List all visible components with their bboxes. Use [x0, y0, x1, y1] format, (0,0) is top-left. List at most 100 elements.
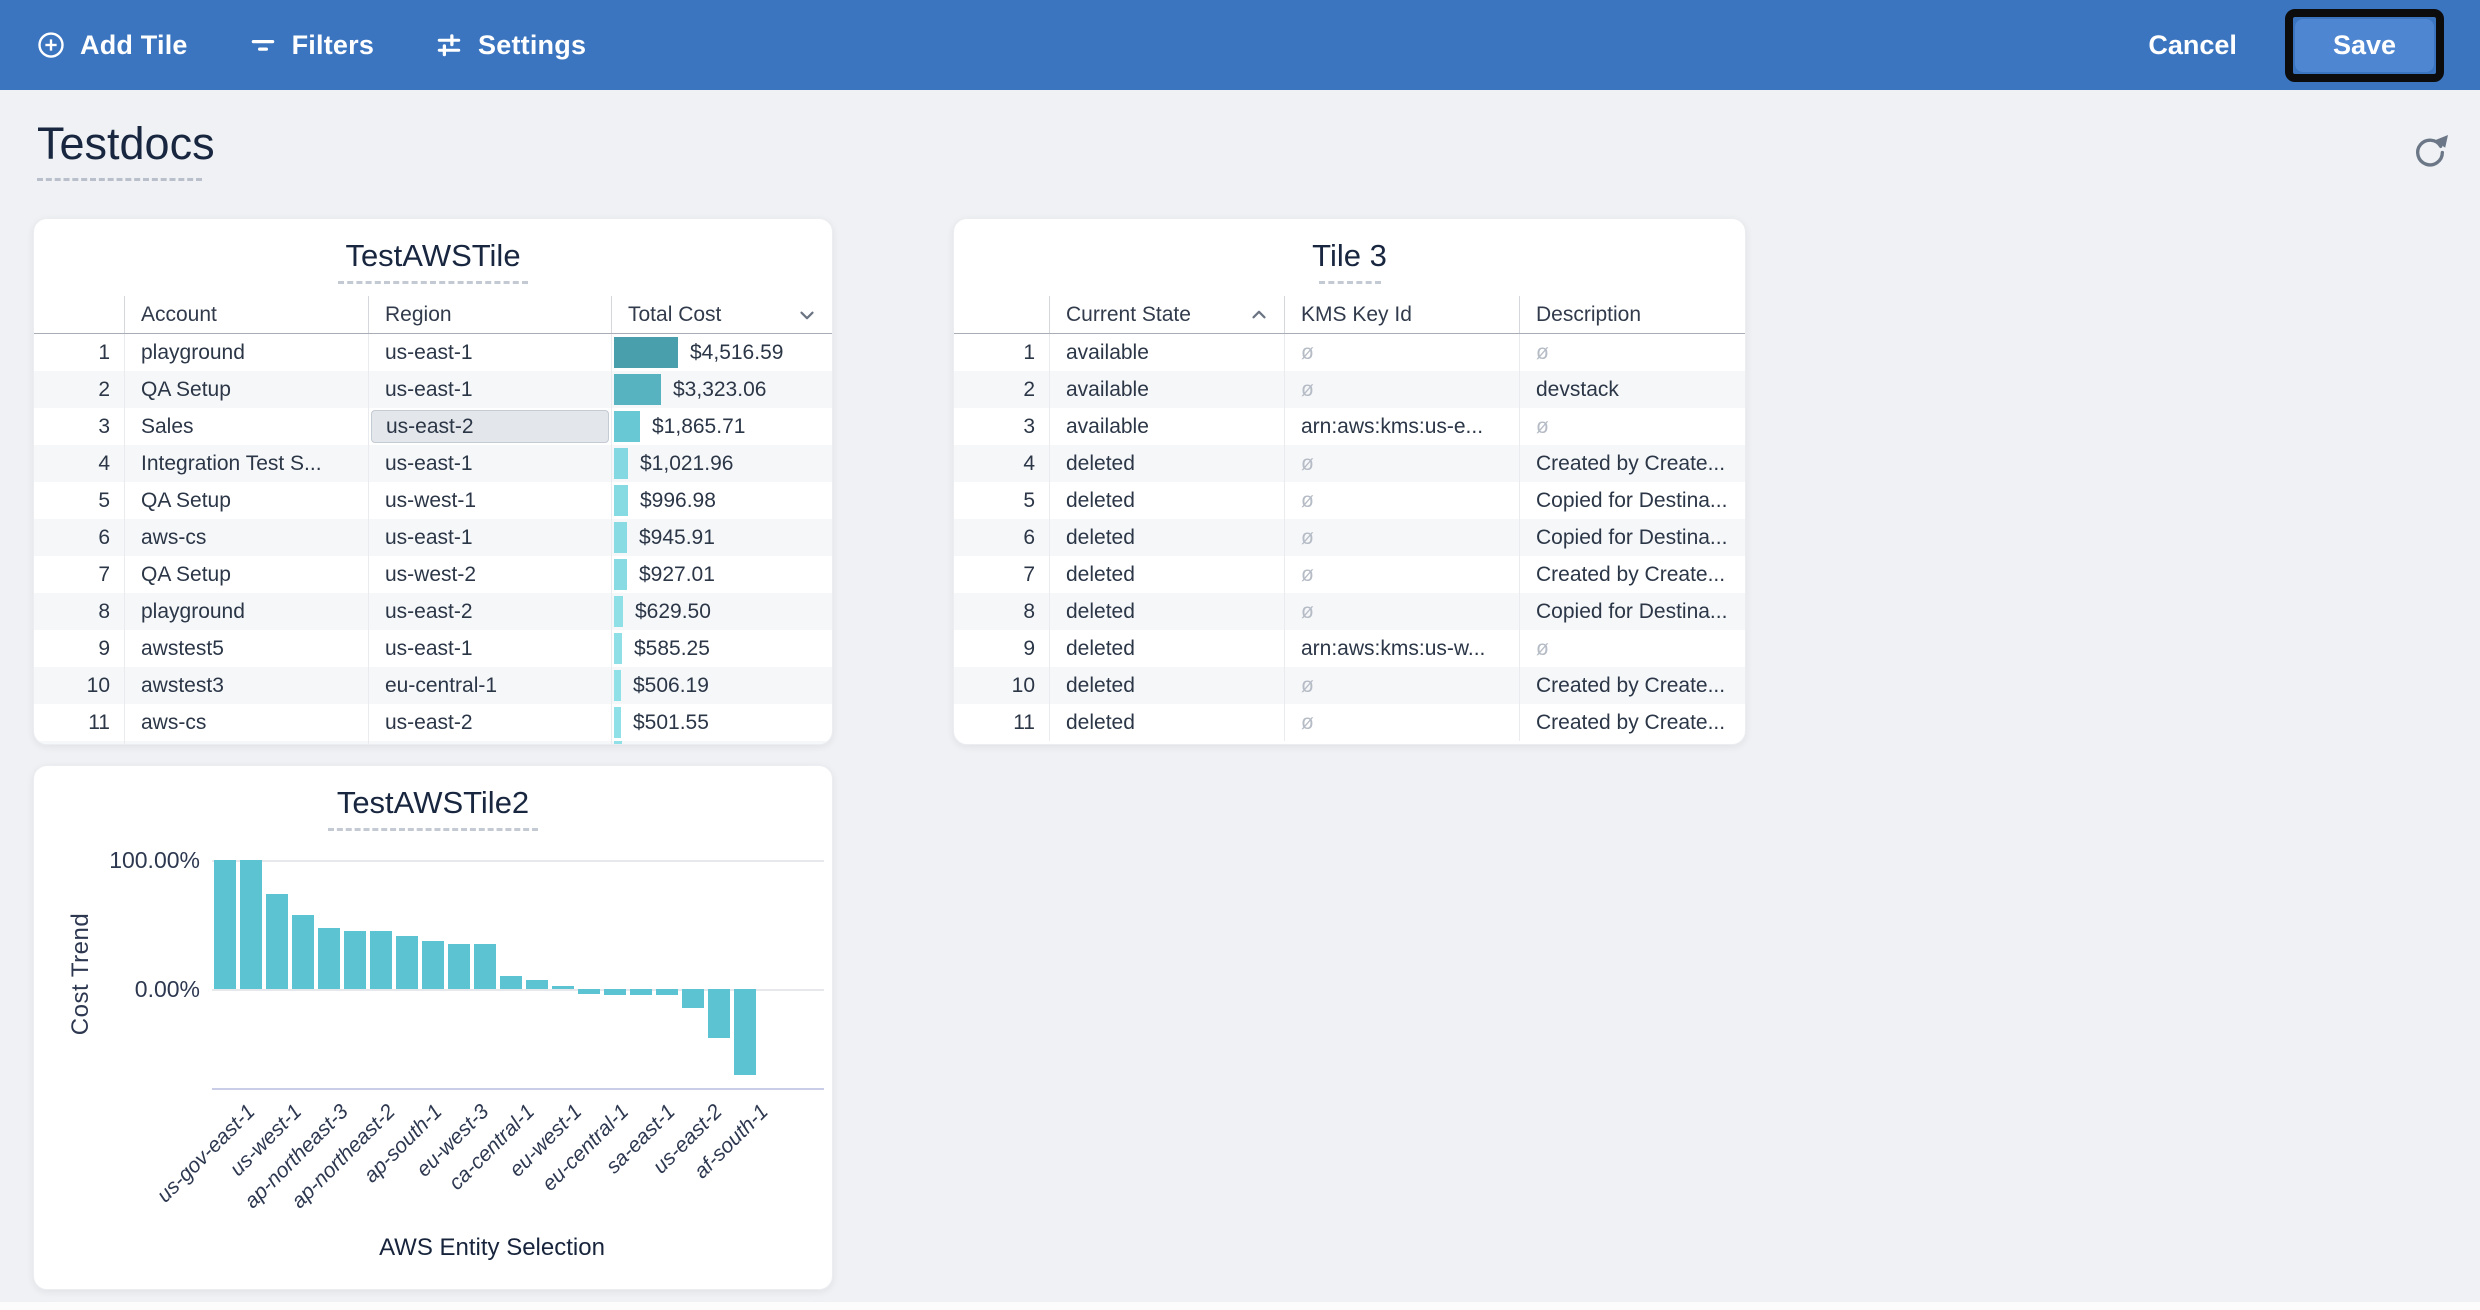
cell-description[interactable]: Created by Create...	[1519, 556, 1745, 593]
column-header-current-state[interactable]: Current State	[1049, 296, 1284, 333]
cell-description[interactable]: Copied for Destina...	[1519, 482, 1745, 519]
cost-heat-bar	[614, 707, 621, 738]
cell-region[interactable]: us-east-2	[368, 704, 611, 741]
cost-value: $3,323.06	[673, 377, 767, 401]
cell-region[interactable]: us-west-1	[368, 482, 611, 519]
cell-account[interactable]: playground	[124, 593, 368, 630]
cell-current-state[interactable]: deleted	[1049, 556, 1284, 593]
row-number-header	[34, 296, 124, 333]
cell-total-cost[interactable]: $4,516.59	[611, 334, 832, 371]
table-row: 6 deleted ø Copied for Destina...	[954, 519, 1745, 556]
cell-region[interactable]: us-east-1	[368, 334, 611, 371]
cell-current-state[interactable]: deleted	[1049, 704, 1284, 741]
cell-current-state[interactable]: deleted	[1049, 482, 1284, 519]
cell-account[interactable]: Integration Test S...	[124, 445, 368, 482]
cell-description[interactable]: Created by Create...	[1519, 445, 1745, 482]
cell-total-cost[interactable]: $927.01	[611, 556, 832, 593]
cell-account[interactable]: aws-cs	[124, 519, 368, 556]
column-header-kms-key-id[interactable]: KMS Key Id	[1284, 296, 1519, 333]
cell-total-cost[interactable]: $1,865.71	[611, 408, 832, 445]
cell-kms-key-id[interactable]: ø	[1284, 667, 1519, 704]
cell-description[interactable]: ø	[1519, 630, 1745, 667]
tile3-table: Current State KMS Key Id Description 1 av…	[954, 296, 1745, 741]
cell-current-state[interactable]: deleted	[1049, 593, 1284, 630]
add-tile-button[interactable]: Add Tile	[36, 30, 188, 61]
cell-current-state[interactable]: available	[1049, 371, 1284, 408]
cell-account[interactable]: QA Setup	[124, 556, 368, 593]
table-row: 10 deleted ø Created by Create...	[954, 667, 1745, 704]
settings-button[interactable]: Settings	[434, 30, 586, 61]
cell-current-state[interactable]: available	[1049, 334, 1284, 371]
cell-account[interactable]: QA Setup	[124, 371, 368, 408]
cell-total-cost[interactable]: $629.50	[611, 593, 832, 630]
cell-total-cost[interactable]: $585.25	[611, 630, 832, 667]
cell-kms-key-id[interactable]: ø	[1284, 519, 1519, 556]
cell-description[interactable]: Created by Create...	[1519, 667, 1745, 704]
table-row: 8 deleted ø Copied for Destina...	[954, 593, 1745, 630]
tile-title[interactable]: TestAWSTile	[345, 238, 521, 273]
table-row: 7 QA Setup us-west-2 $927.01	[34, 556, 832, 593]
cell-current-state[interactable]: deleted	[1049, 667, 1284, 704]
cell-description[interactable]: Created by Create...	[1519, 704, 1745, 741]
cell-kms-key-id[interactable]: ø	[1284, 556, 1519, 593]
cancel-button[interactable]: Cancel	[2148, 29, 2237, 60]
filters-button[interactable]: Filters	[248, 30, 374, 61]
cell-region[interactable]: us-east-1	[368, 519, 611, 556]
cell-description[interactable]: Copied for Destina...	[1519, 519, 1745, 556]
cell-account[interactable]: playground	[124, 334, 368, 371]
tile-title[interactable]: Tile 3	[1312, 238, 1387, 273]
cell-region[interactable]: us-west-2	[368, 556, 611, 593]
column-header-account[interactable]: Account	[124, 296, 368, 333]
cell-region[interactable]: us-east-2	[368, 593, 611, 630]
cell-total-cost[interactable]: $1,021.96	[611, 445, 832, 482]
cell-account[interactable]	[124, 741, 368, 744]
cell-region[interactable]: us-east-1	[368, 630, 611, 667]
cell-account[interactable]: awstest3	[124, 667, 368, 704]
gridline-0	[212, 989, 824, 991]
cell-description[interactable]: ø	[1519, 408, 1745, 445]
cell-kms-key-id[interactable]: arn:aws:kms:us-w...	[1284, 630, 1519, 667]
cell-description[interactable]: Copied for Destina...	[1519, 593, 1745, 630]
cell-region[interactable]: us-east-1	[368, 445, 611, 482]
cell-description[interactable]: ø	[1519, 334, 1745, 371]
bar	[292, 915, 314, 989]
table-row: 11 deleted ø Created by Create...	[954, 704, 1745, 741]
cell-description[interactable]: devstack	[1519, 371, 1745, 408]
cell-total-cost[interactable]: $996.98	[611, 482, 832, 519]
row-number-cell: 5	[1023, 488, 1035, 512]
column-header-description[interactable]: Description	[1519, 296, 1745, 333]
cell-kms-key-id[interactable]: ø	[1284, 593, 1519, 630]
cell-account[interactable]: aws-cs	[124, 704, 368, 741]
cell-kms-key-id[interactable]: arn:aws:kms:us-e...	[1284, 408, 1519, 445]
cell-region[interactable]	[368, 741, 611, 744]
cell-current-state[interactable]: deleted	[1049, 630, 1284, 667]
cell-total-cost[interactable]: $945.91	[611, 519, 832, 556]
cell-total-cost[interactable]: $501.55	[611, 704, 832, 741]
cell-account[interactable]: QA Setup	[124, 482, 368, 519]
column-header-total-cost[interactable]: Total Cost	[611, 296, 832, 333]
bar	[474, 944, 496, 989]
page-title[interactable]: Testdocs	[37, 118, 215, 169]
cell-kms-key-id[interactable]: ø	[1284, 334, 1519, 371]
cell-current-state[interactable]: deleted	[1049, 445, 1284, 482]
cell-region[interactable]: us-east-1	[368, 371, 611, 408]
refresh-button[interactable]	[2410, 132, 2450, 172]
tile-title[interactable]: TestAWSTile2	[336, 785, 530, 820]
cell-kms-key-id[interactable]: ø	[1284, 371, 1519, 408]
bar-slot	[630, 860, 652, 1088]
column-header-region[interactable]: Region	[368, 296, 611, 333]
cell-kms-key-id[interactable]: ø	[1284, 445, 1519, 482]
cell-current-state[interactable]: deleted	[1049, 519, 1284, 556]
cell-total-cost[interactable]	[611, 741, 832, 744]
cell-kms-key-id[interactable]: ø	[1284, 482, 1519, 519]
cell-total-cost[interactable]: $506.19	[611, 667, 832, 704]
cell-account[interactable]: Sales	[124, 408, 368, 445]
cell-region[interactable]: us-east-2	[368, 408, 611, 445]
x-axis-line	[212, 1088, 824, 1090]
cell-account[interactable]: awstest5	[124, 630, 368, 667]
save-button[interactable]: Save	[2294, 18, 2434, 72]
cell-kms-key-id[interactable]: ø	[1284, 704, 1519, 741]
cell-total-cost[interactable]: $3,323.06	[611, 371, 832, 408]
cell-region[interactable]: eu-central-1	[368, 667, 611, 704]
cell-current-state[interactable]: available	[1049, 408, 1284, 445]
